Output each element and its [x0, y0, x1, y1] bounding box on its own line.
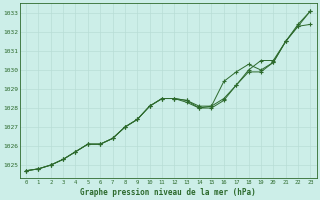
X-axis label: Graphe pression niveau de la mer (hPa): Graphe pression niveau de la mer (hPa) [80, 188, 256, 197]
